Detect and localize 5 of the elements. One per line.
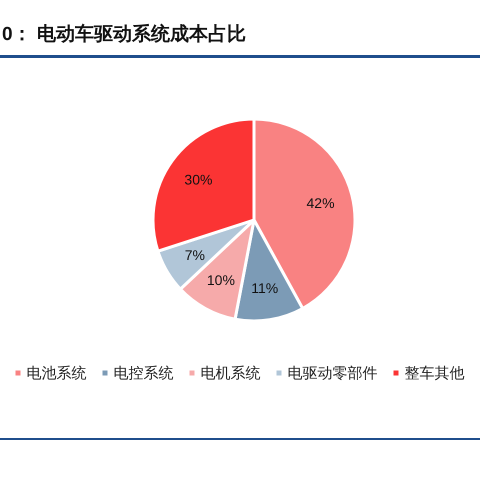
- legend-label: 电池系统: [26, 365, 86, 382]
- legend-label: 电控系统: [114, 365, 174, 382]
- legend-label: 整车其他: [404, 365, 464, 382]
- legend-label: 电机系统: [200, 365, 260, 382]
- title: 0： 电动车驱动系统成本占比: [2, 24, 246, 45]
